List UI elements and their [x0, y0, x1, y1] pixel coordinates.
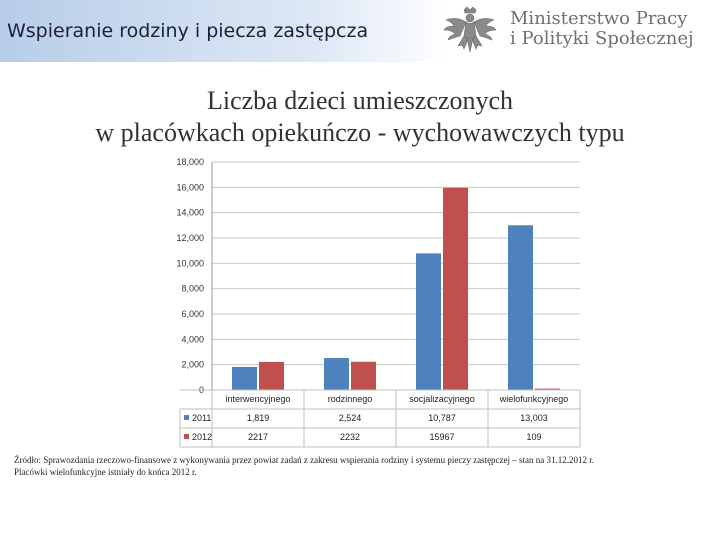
legend-label-2012: 2012: [192, 432, 212, 442]
ministry-logo: Ministerstwo Pracy i Polityki Społecznej: [440, 4, 718, 58]
logo-text: Ministerstwo Pracy i Polityki Społecznej: [510, 9, 694, 49]
data-value-2011: 10,787: [428, 413, 456, 423]
footnote-source: Źródło: Sprawozdania rzeczowo-finansowe …: [14, 455, 595, 465]
bar-2012-socjalizacyjnego: [443, 187, 468, 390]
y-tick-label: 4,000: [181, 334, 204, 344]
polish-eagle-emblem-icon: [443, 6, 497, 53]
data-value-2011: 1,819: [247, 413, 270, 423]
header-bar: Wspieranie rodziny i piecza zastępcza Mi…: [0, 0, 720, 62]
logo-line-1: Ministerstwo Pracy: [510, 8, 688, 29]
logo-line-2: i Polityki Społecznej: [510, 28, 694, 49]
data-value-2012: 2232: [340, 432, 360, 442]
bar-2012-interwencyjnego: [259, 361, 284, 390]
data-value-2011: 13,003: [520, 413, 548, 423]
bar-2011-interwencyjnego: [232, 366, 257, 390]
data-value-2012: 2217: [248, 432, 268, 442]
bar-2012-wielofunkcyjnego: [535, 388, 560, 390]
legend-swatch-2011: [184, 415, 189, 420]
y-tick-label: 18,000: [176, 157, 204, 167]
bar-2011-socjalizacyjnego: [416, 253, 441, 390]
footnote-note: Placówki wielofunkcyjne istniały do końc…: [14, 467, 197, 477]
footnote: Źródło: Sprawozdania rzeczowo-finansowe …: [14, 454, 614, 478]
chart-title-line-1: Liczba dzieci umieszczonych: [206, 86, 514, 115]
page-title: Wspieranie rodziny i piecza zastępcza: [7, 20, 369, 42]
legend-label-2011: 2011: [192, 413, 211, 423]
bar-2012-rodzinnego: [351, 361, 376, 390]
data-value-2012: 109: [526, 432, 541, 442]
y-tick-label: 8,000: [181, 284, 204, 294]
legend-swatch-2012: [184, 434, 189, 439]
category-label: rodzinnego: [328, 394, 373, 404]
category-label: wielofunkcyjnego: [499, 394, 569, 404]
category-label: socjalizacyjnego: [409, 394, 475, 404]
y-tick-label: 12,000: [176, 233, 204, 243]
data-value-2012: 15967: [429, 432, 454, 442]
y-tick-label: 16,000: [176, 182, 204, 192]
y-tick-label: 10,000: [176, 258, 204, 268]
chart-title-line-2: w placówkach opiekuńczo - wychowawczych …: [95, 118, 625, 147]
bar-2011-wielofunkcyjnego: [508, 225, 533, 390]
category-label: interwencyjnego: [225, 394, 290, 404]
y-tick-label: 2,000: [181, 360, 204, 370]
y-tick-label: 6,000: [181, 309, 204, 319]
bar-2011-rodzinnego: [324, 358, 349, 390]
data-value-2011: 2,524: [339, 413, 362, 423]
y-tick-label: 14,000: [176, 208, 204, 218]
